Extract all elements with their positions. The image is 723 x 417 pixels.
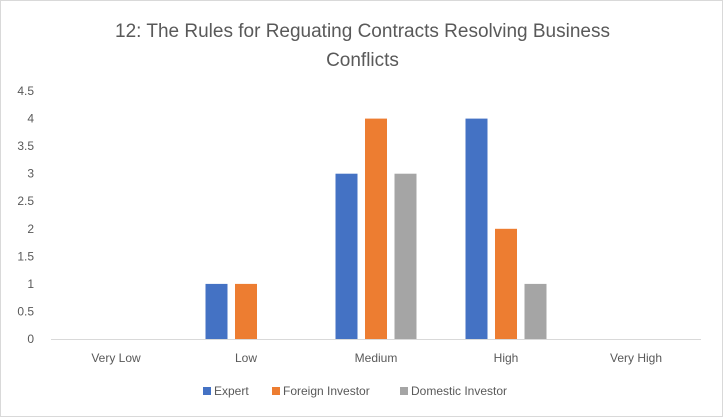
bar-domestic-investor-high: [524, 283, 547, 339]
legend-swatch: [400, 387, 408, 395]
bar-expert-high: [465, 118, 488, 339]
y-tick-label: 1.5: [17, 249, 34, 263]
y-tick-label: 4: [27, 112, 34, 126]
x-tick-label: Medium: [355, 351, 398, 365]
bar-foreign-investor-high: [495, 228, 517, 339]
y-tick-label: 0.5: [17, 304, 34, 318]
y-tick-label: 2: [27, 222, 34, 236]
x-axis: Very Low Low Medium High Very High: [51, 339, 701, 365]
y-tick-label: 4.5: [17, 84, 34, 98]
x-tick-label: Very Low: [91, 351, 141, 365]
legend-label: Expert: [214, 384, 249, 398]
y-axis: 0 0.5 1 1.5 2 2.5 3 3.5 4 4.5: [17, 84, 34, 346]
y-tick-label: 2.5: [17, 194, 34, 208]
legend-label: Foreign Investor: [283, 384, 370, 398]
legend-label: Domestic Investor: [411, 384, 507, 398]
x-tick-label: Low: [235, 351, 257, 365]
x-tick-label: Very High: [610, 351, 662, 365]
y-tick-label: 3: [27, 167, 34, 181]
x-tick-label: High: [494, 351, 519, 365]
bar-expert-medium: [335, 173, 358, 339]
legend-swatch: [272, 387, 280, 395]
chart-title: 12: The Rules for Reguating Contracts Re…: [1, 17, 723, 75]
legend: Expert Foreign Investor Domestic Investor: [203, 384, 507, 398]
bar-domestic-investor-medium: [394, 173, 417, 339]
y-tick-label: 0: [27, 332, 34, 346]
chart-title-line-2: Conflicts: [326, 50, 399, 71]
y-tick-label: 3.5: [17, 139, 34, 153]
bar-foreign-investor-medium: [365, 118, 387, 339]
bar-foreign-investor-low: [235, 283, 257, 339]
bar-expert-low: [205, 283, 228, 339]
y-tick-label: 1: [27, 277, 34, 291]
bars: [205, 118, 547, 339]
legend-swatch: [203, 387, 211, 395]
chart-title-line-1: 12: The Rules for Reguating Contracts Re…: [115, 21, 610, 42]
